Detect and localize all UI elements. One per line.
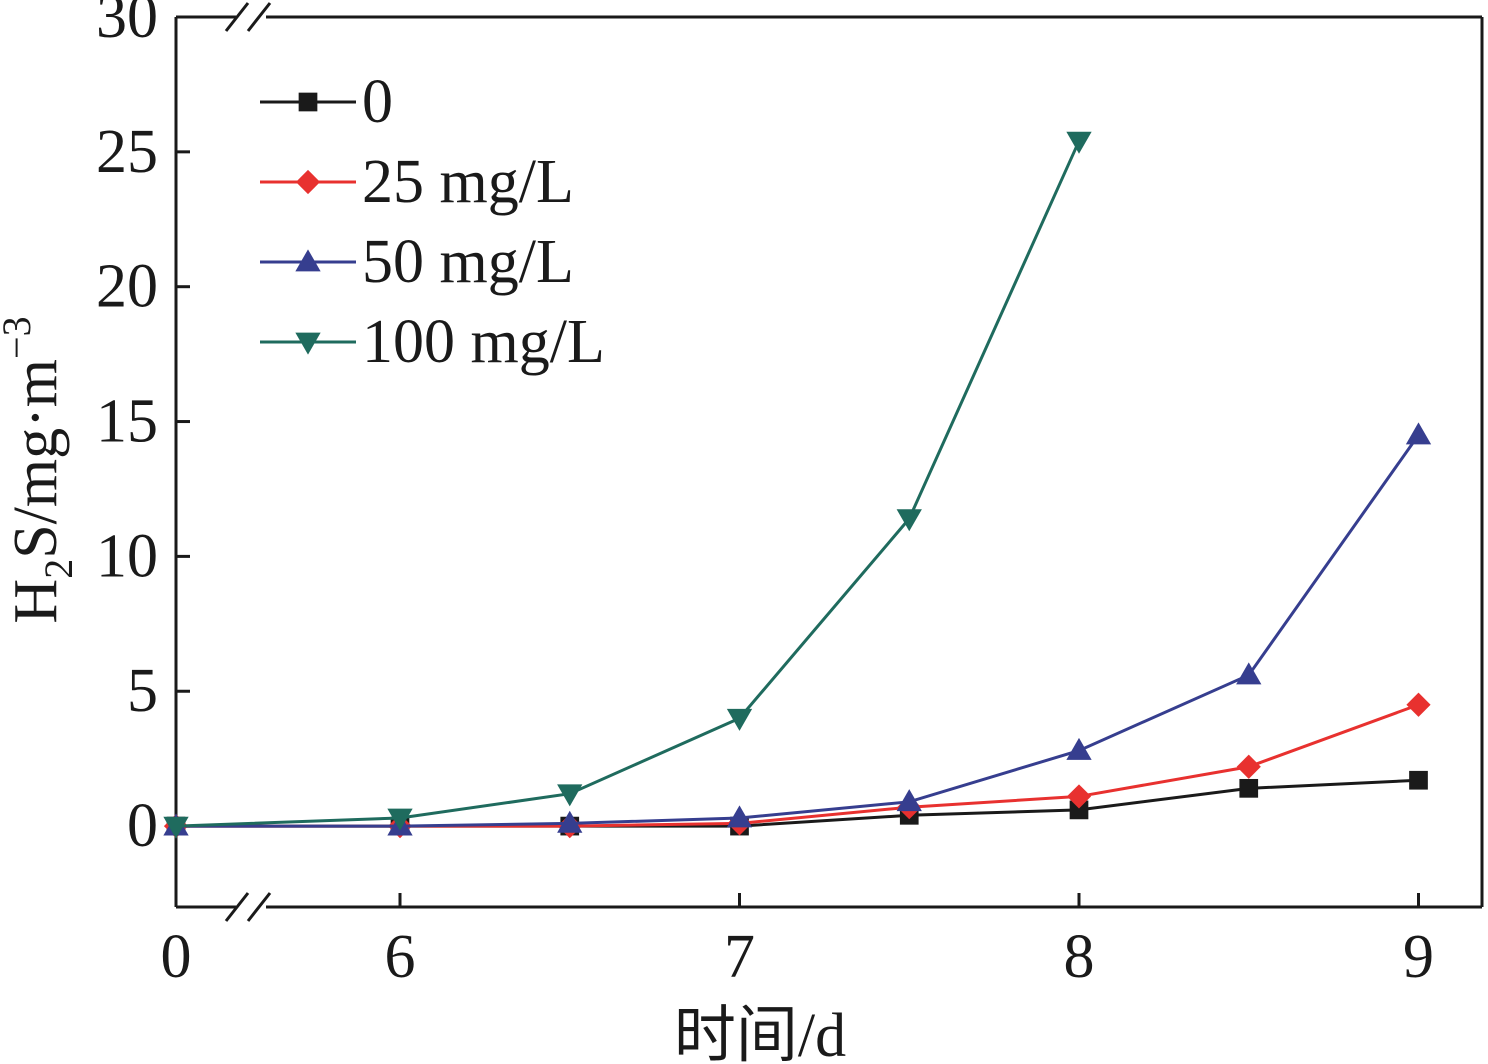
data-point bbox=[1066, 737, 1092, 760]
legend: 0 25 mg/L 50 mg/L 100 mg/L bbox=[260, 68, 605, 376]
legend-label: 100 mg/L bbox=[362, 308, 605, 376]
y-tick-label: 5 bbox=[127, 657, 158, 725]
x-tick-label: 8 bbox=[1064, 923, 1095, 991]
data-point bbox=[557, 810, 583, 833]
x-axis-title: 时间/d bbox=[674, 1002, 846, 1064]
data-point bbox=[1406, 692, 1431, 717]
data-point bbox=[896, 789, 922, 812]
data-point bbox=[1236, 662, 1262, 685]
legend-item: 50 mg/L bbox=[260, 228, 574, 296]
series-layer bbox=[163, 131, 1432, 839]
legend-marker bbox=[295, 169, 321, 195]
data-point bbox=[726, 805, 753, 828]
axis-break-mark bbox=[224, 892, 250, 922]
legend-marker bbox=[295, 332, 321, 355]
legend-marker bbox=[298, 92, 318, 112]
x-tick-label: 9 bbox=[1403, 923, 1434, 991]
x-tick-label: 6 bbox=[385, 923, 416, 991]
axes: 0 5 10 15 20 25 30 0 6 7 8 9 bbox=[96, 0, 1484, 991]
legend-item: 0 bbox=[260, 68, 393, 136]
series-line bbox=[175, 140, 1081, 828]
series-line bbox=[176, 434, 1420, 828]
data-point bbox=[557, 784, 583, 807]
data-point bbox=[1405, 422, 1432, 445]
series-3 bbox=[163, 131, 1092, 839]
data-point bbox=[726, 708, 753, 731]
data-point bbox=[1239, 778, 1259, 798]
y-tick-label: 20 bbox=[96, 253, 158, 321]
data-point bbox=[163, 816, 189, 839]
legend-label: 50 mg/L bbox=[362, 228, 574, 296]
y-tick-label: 30 bbox=[96, 0, 158, 51]
data-point bbox=[1409, 770, 1428, 790]
axis-break-mark bbox=[246, 892, 272, 922]
series-2 bbox=[163, 422, 1432, 836]
y-tick-label: 25 bbox=[96, 118, 158, 186]
legend-marker bbox=[295, 249, 321, 272]
data-point bbox=[1066, 131, 1092, 154]
series-line bbox=[176, 703, 1420, 828]
y-tick-label: 10 bbox=[96, 522, 158, 590]
legend-item: 25 mg/L bbox=[260, 148, 574, 216]
x-tick-label: 0 bbox=[161, 923, 192, 991]
y-tick-label: 0 bbox=[127, 792, 158, 860]
axis-break-mark bbox=[246, 2, 272, 32]
data-point bbox=[1066, 784, 1092, 809]
legend-item: 100 mg/L bbox=[260, 308, 605, 376]
data-point bbox=[387, 808, 413, 831]
series-1 bbox=[163, 692, 1431, 839]
legend-label: 25 mg/L bbox=[362, 148, 574, 216]
legend-label: 0 bbox=[362, 68, 393, 136]
y-axis-title: H2S/mg·m−3 bbox=[0, 316, 81, 623]
y-tick-label: 15 bbox=[96, 388, 158, 456]
x-tick-label: 7 bbox=[724, 923, 755, 991]
data-point bbox=[896, 509, 922, 532]
axis-break-mark bbox=[224, 2, 250, 32]
data-point bbox=[1069, 800, 1089, 820]
data-point bbox=[1236, 754, 1261, 779]
